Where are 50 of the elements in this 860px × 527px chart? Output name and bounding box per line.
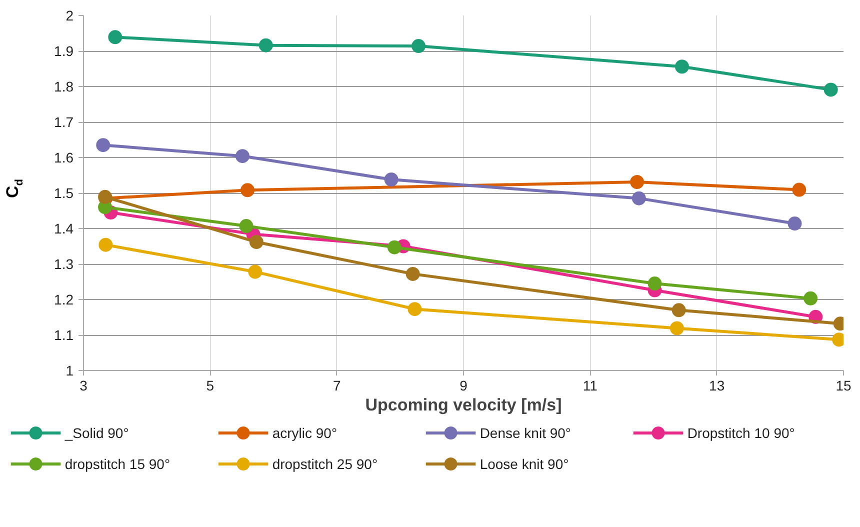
legend-label: acrylic 90° bbox=[272, 425, 338, 441]
y-tick-label: 1.1 bbox=[54, 327, 74, 343]
point bbox=[824, 82, 838, 97]
point bbox=[240, 183, 255, 198]
y-tick-label: 2 bbox=[66, 8, 74, 24]
x-tick-label: 3 bbox=[80, 378, 88, 394]
point bbox=[412, 39, 426, 54]
legend-label: dropstitch 25 90° bbox=[272, 456, 378, 472]
point bbox=[98, 238, 113, 252]
y-tick-label: 1.9 bbox=[54, 43, 74, 59]
x-tick-label: 15 bbox=[836, 378, 852, 394]
legend-label: dropstitch 15 90° bbox=[64, 456, 170, 472]
y-tick-label: 1 bbox=[66, 362, 74, 378]
y-tick-label: 1.6 bbox=[54, 150, 74, 166]
y-tick-label: 1.8 bbox=[54, 78, 74, 94]
point bbox=[675, 60, 689, 74]
legend-label: Dropstitch 10 90° bbox=[687, 425, 795, 441]
x-tick-label: 9 bbox=[460, 378, 468, 394]
point bbox=[108, 30, 122, 44]
x-tick-label: 7 bbox=[332, 378, 341, 394]
point bbox=[408, 302, 422, 316]
point bbox=[384, 172, 398, 186]
point bbox=[804, 291, 818, 306]
y-tick-label: 1.5 bbox=[54, 185, 74, 201]
point bbox=[670, 321, 684, 336]
legend-label: Loose knit 90° bbox=[480, 456, 569, 472]
legend-label: Dense knit 90° bbox=[480, 425, 572, 441]
point bbox=[648, 276, 662, 291]
point bbox=[249, 235, 264, 249]
point bbox=[792, 182, 806, 197]
y-tick-label: 1.4 bbox=[54, 220, 74, 236]
x-tick-label: 5 bbox=[206, 378, 214, 394]
y-tick-label: 1.3 bbox=[54, 256, 74, 272]
legend-label: _Solid 90° bbox=[64, 425, 129, 441]
y-tick-label: 1.7 bbox=[54, 114, 74, 130]
x-tick-label: 11 bbox=[582, 378, 598, 394]
point bbox=[258, 38, 273, 52]
point bbox=[630, 175, 644, 189]
x-tick-label: 13 bbox=[709, 378, 725, 394]
point bbox=[406, 266, 420, 281]
point bbox=[248, 264, 262, 279]
point bbox=[387, 240, 402, 254]
point bbox=[672, 303, 686, 318]
point bbox=[96, 138, 110, 152]
point bbox=[632, 191, 646, 206]
point bbox=[235, 149, 250, 164]
point bbox=[239, 219, 254, 233]
point bbox=[788, 216, 802, 231]
y-tick-label: 1.2 bbox=[54, 292, 74, 308]
x-axis-title: Upcoming velocity [m/s] bbox=[365, 396, 562, 414]
